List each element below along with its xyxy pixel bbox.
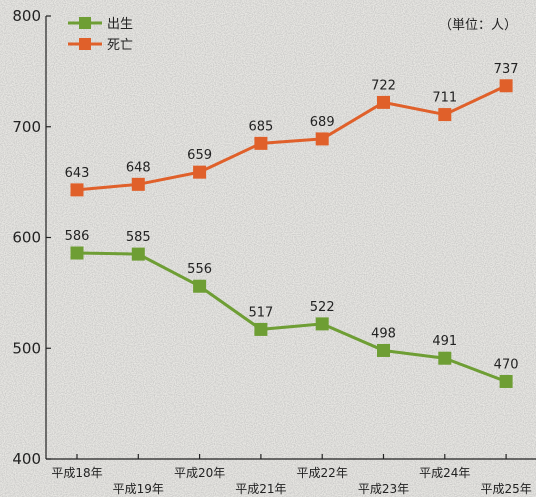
data-point-death — [499, 79, 513, 93]
x-tick-label: 平成21年 — [235, 482, 286, 496]
x-tick-label: 平成18年 — [51, 466, 102, 480]
data-label-birth: 517 — [248, 305, 273, 320]
data-label-death: 659 — [187, 148, 212, 163]
y-tick-label: 600 — [12, 229, 41, 247]
y-tick-label: 500 — [12, 339, 41, 357]
data-label-death: 737 — [494, 62, 519, 77]
legend-marker-death — [79, 38, 91, 50]
data-point-death — [131, 177, 145, 191]
data-point-birth — [438, 351, 452, 365]
series-death: 643 648 659 685 689 722 711 737 — [65, 62, 519, 197]
legend-label-birth: 出生 — [107, 17, 133, 32]
x-tick-label: 平成19年 — [113, 482, 164, 496]
x-tick-label: 平成25年 — [480, 482, 531, 496]
y-axis-ticks: 400 500 600 700 800 — [12, 7, 51, 468]
data-point-birth — [254, 322, 268, 336]
data-label-birth: 556 — [187, 262, 212, 277]
series-line-death — [76, 84, 507, 192]
legend-marker-birth — [79, 17, 91, 29]
legend-item-birth: 出生 — [68, 17, 133, 32]
data-label-death: 711 — [432, 91, 457, 106]
data-label-birth: 491 — [432, 334, 457, 349]
data-point-birth — [377, 343, 390, 357]
x-tick-label: 平成20年 — [174, 466, 225, 480]
data-point-death — [377, 95, 390, 109]
data-label-death: 685 — [248, 119, 273, 134]
data-label-death: 648 — [126, 160, 151, 175]
data-point-birth — [499, 374, 513, 388]
legend-label-death: 死亡 — [107, 38, 133, 53]
series-line-birth — [76, 251, 507, 383]
data-label-birth: 470 — [494, 357, 519, 372]
y-tick-label: 800 — [12, 7, 41, 25]
data-point-death — [193, 165, 207, 179]
series-birth: 586 585 556 517 522 498 491 470 — [65, 229, 519, 388]
series-layer: 586 585 556 517 522 498 491 470 643 648 659 685 689 7… — [65, 62, 519, 388]
data-point-death — [315, 132, 329, 146]
legend: 出生 死亡 — [68, 17, 133, 53]
data-point-death — [438, 108, 452, 122]
x-tick-label: 平成24年 — [419, 466, 470, 480]
y-tick-label: 700 — [12, 118, 41, 136]
data-point-birth — [131, 247, 145, 261]
data-label-birth: 498 — [371, 326, 396, 341]
x-tick-label: 平成23年 — [358, 482, 409, 496]
data-point-death — [254, 136, 268, 150]
x-tick-label: 平成22年 — [297, 466, 348, 480]
data-point-birth — [315, 317, 329, 331]
data-point-death — [70, 183, 84, 197]
data-label-death: 643 — [65, 166, 90, 181]
data-label-death: 689 — [310, 115, 335, 130]
data-label-death: 722 — [371, 78, 396, 93]
data-point-birth — [70, 246, 84, 260]
y-tick-label: 400 — [12, 450, 41, 468]
data-label-birth: 586 — [65, 229, 90, 244]
unit-label: （単位：人） — [439, 17, 517, 33]
data-label-birth: 522 — [310, 300, 335, 315]
data-label-birth: 585 — [126, 230, 151, 245]
data-point-birth — [193, 279, 207, 293]
legend-item-death: 死亡 — [68, 38, 133, 53]
